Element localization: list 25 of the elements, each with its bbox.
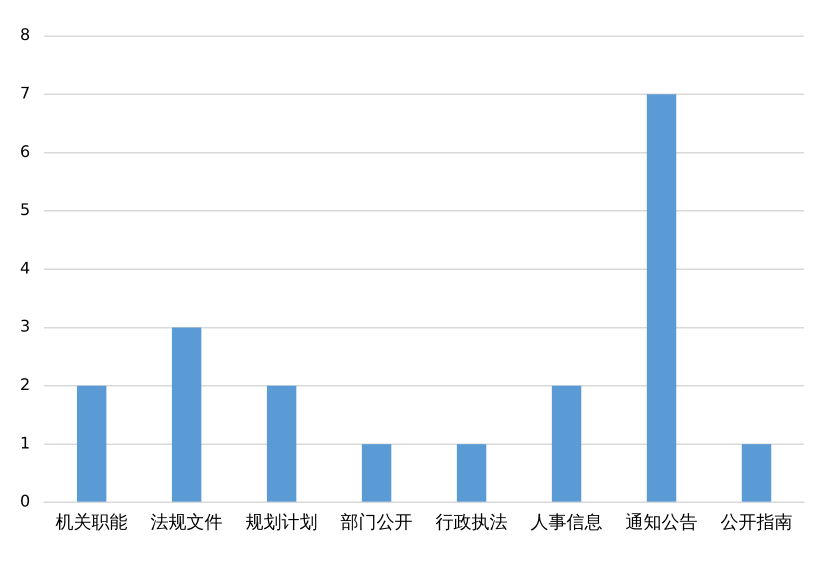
x-tick-label: 行政执法	[436, 512, 508, 533]
x-tick-label: 公开指南	[720, 512, 793, 533]
bar	[742, 444, 772, 502]
y-tick-label: 1	[20, 433, 30, 452]
y-tick-label: 5	[20, 200, 30, 220]
x-tick-label: 人事信息	[530, 512, 603, 533]
y-tick-label: 7	[20, 83, 30, 102]
y-tick-label: 4	[20, 258, 30, 278]
bar	[456, 444, 486, 502]
x-tick-label: 部门公开	[340, 512, 413, 533]
bar	[76, 386, 106, 502]
y-tick-label: 2	[20, 374, 30, 394]
x-tick-label: 机关职能	[56, 512, 128, 533]
bar	[552, 386, 582, 502]
x-tick-label: 规划计划	[246, 512, 318, 533]
y-tick-label: 6	[20, 142, 30, 161]
bar	[362, 444, 392, 502]
y-tick-label: 0	[20, 492, 30, 511]
x-tick-label: 通知公告	[626, 512, 698, 533]
bar	[172, 328, 202, 502]
y-tick-label: 3	[20, 316, 30, 336]
bar	[646, 94, 676, 502]
x-tick-label: 法规文件	[150, 512, 223, 533]
bar	[266, 386, 296, 502]
y-tick-label: 8	[20, 25, 30, 44]
